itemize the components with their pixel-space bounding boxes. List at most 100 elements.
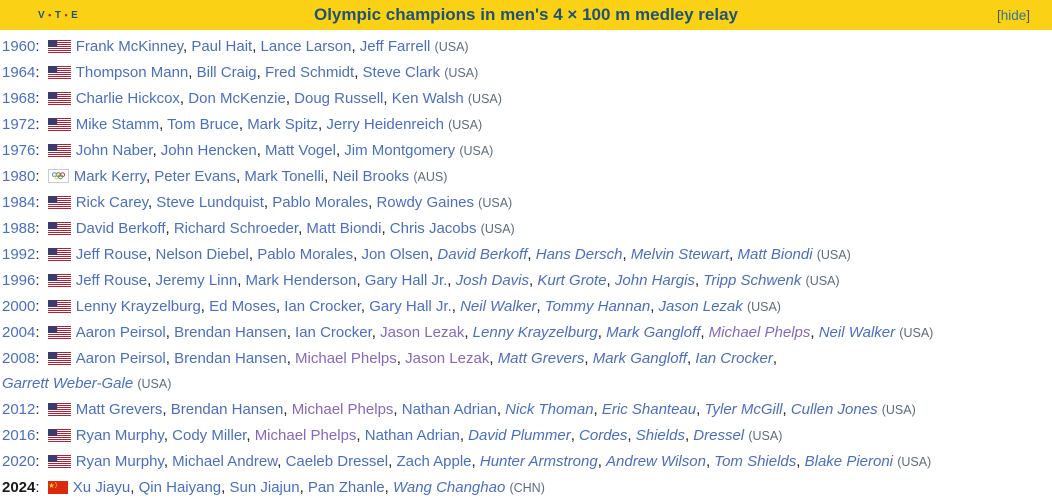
year-link[interactable]: 1964 (2, 64, 36, 81)
swimmer-link[interactable]: Caeleb Dressel (285, 453, 389, 470)
swimmer-link[interactable]: Qin Haiyang (138, 479, 222, 496)
swimmer-link[interactable]: Melvin Stewart (630, 246, 730, 263)
swimmer-link[interactable]: Tripp Schwenk (703, 272, 802, 289)
swimmer-link[interactable]: Mark Henderson (245, 272, 357, 289)
hide-link[interactable]: hide (1000, 7, 1027, 23)
swimmer-link[interactable]: Pan Zhanle (307, 479, 385, 496)
swimmer-link[interactable]: Michael Andrew (172, 453, 278, 470)
swimmer-link[interactable]: Michael Phelps (291, 401, 394, 418)
view-link[interactable]: V (38, 9, 46, 21)
swimmer-link[interactable]: Gary Hall Jr. (369, 298, 452, 315)
swimmer-link[interactable]: Steve Lundquist (156, 194, 264, 211)
swimmer-link[interactable]: Frank McKinney (75, 38, 183, 55)
swimmer-link[interactable]: Ian Crocker (284, 298, 361, 315)
swimmer-link[interactable]: Hans Dersch (535, 246, 623, 263)
swimmer-link[interactable]: Nelson Diebel (155, 246, 249, 263)
swimmer-link[interactable]: Mark Tonelli (244, 168, 325, 185)
swimmer-link[interactable]: Aaron Peirsol (75, 324, 166, 341)
swimmer-link[interactable]: Neil Brooks (332, 168, 410, 185)
swimmer-link[interactable]: David Berkoff (75, 220, 166, 237)
edit-link[interactable]: E (71, 9, 79, 21)
swimmer-link[interactable]: Garrett Weber-Gale (2, 375, 134, 392)
year-link[interactable]: 1968 (2, 90, 36, 107)
swimmer-link[interactable]: Peter Evans (154, 168, 237, 185)
swimmer-link[interactable]: Lenny Krayzelburg (472, 324, 598, 341)
swimmer-link[interactable]: Cody Miller (172, 427, 247, 444)
swimmer-link[interactable]: David Berkoff (437, 246, 528, 263)
swimmer-link[interactable]: Matt Vogel (265, 142, 336, 159)
swimmer-link[interactable]: Mark Gangloff (592, 350, 687, 367)
year-link[interactable]: 1972 (2, 116, 36, 133)
swimmer-link[interactable]: Jason Lezak (658, 298, 743, 315)
swimmer-link[interactable]: Rowdy Gaines (376, 194, 474, 211)
swimmer-link[interactable]: Brendan Hansen (174, 350, 287, 367)
swimmer-link[interactable]: Ryan Murphy (75, 427, 164, 444)
swimmer-link[interactable]: Paul Hait (191, 38, 253, 55)
year-link[interactable]: 1996 (2, 272, 36, 289)
swimmer-link[interactable]: Brendan Hansen (170, 401, 284, 418)
swimmer-link[interactable]: Jason Lezak (405, 350, 490, 367)
swimmer-link[interactable]: Thompson Mann (75, 64, 189, 81)
hide-toggle[interactable]: [hide] (997, 0, 1030, 30)
year-link[interactable]: 2020 (2, 453, 36, 470)
swimmer-link[interactable]: Pablo Morales (257, 246, 354, 263)
swimmer-link[interactable]: John Hargis (614, 272, 695, 289)
swimmer-link[interactable]: Zach Apple (396, 453, 472, 470)
swimmer-link[interactable]: Jim Montgomery (344, 142, 456, 159)
swimmer-link[interactable]: Josh Davis (455, 272, 529, 289)
swimmer-link[interactable]: Fred Schmidt (264, 64, 355, 81)
swimmer-link[interactable]: Chris Jacobs (389, 220, 477, 237)
swimmer-link[interactable]: Gary Hall Jr. (364, 272, 448, 289)
swimmer-link[interactable]: Pablo Morales (272, 194, 369, 211)
swimmer-link[interactable]: Ian Crocker (695, 350, 773, 367)
year-link[interactable]: 1980 (2, 168, 36, 185)
swimmer-link[interactable]: Mike Stamm (75, 116, 160, 133)
swimmer-link[interactable]: Hunter Armstrong (479, 453, 598, 470)
swimmer-link[interactable]: Steve Clark (362, 64, 441, 81)
swimmer-link[interactable]: Blake Pieroni (804, 453, 894, 470)
year-link[interactable]: 2000 (2, 298, 36, 315)
swimmer-link[interactable]: Mark Spitz (247, 116, 319, 133)
year-link[interactable]: 2008 (2, 350, 36, 367)
swimmer-link[interactable]: Richard Schroeder (173, 220, 299, 237)
swimmer-link[interactable]: Ryan Murphy (75, 453, 164, 470)
swimmer-link[interactable]: Andrew Wilson (606, 453, 706, 470)
year-link[interactable]: 1992 (2, 246, 36, 263)
swimmer-link[interactable]: Tom Bruce (167, 116, 239, 133)
year-link[interactable]: 2016 (2, 427, 36, 444)
swimmer-link[interactable]: Cordes (579, 427, 628, 444)
swimmer-link[interactable]: Jeff Rouse (75, 272, 148, 289)
swimmer-link[interactable]: Michael Phelps (708, 324, 811, 341)
swimmer-link[interactable]: Tommy Hannan (544, 298, 651, 315)
swimmer-link[interactable]: Matt Biondi (737, 246, 813, 263)
swimmer-link[interactable]: Jeff Farrell (359, 38, 431, 55)
swimmer-link[interactable]: Aaron Peirsol (75, 350, 166, 367)
swimmer-link[interactable]: Bill Craig (196, 64, 257, 81)
swimmer-link[interactable]: Michael Phelps (295, 350, 397, 367)
year-link[interactable]: 2004 (2, 324, 36, 341)
swimmer-link[interactable]: Dressel (693, 427, 745, 444)
swimmer-link[interactable]: Tyler McGill (704, 401, 783, 418)
swimmer-link[interactable]: Nick Thoman (505, 401, 594, 418)
swimmer-link[interactable]: Lenny Krayzelburg (75, 298, 201, 315)
swimmer-link[interactable]: Ken Walsh (391, 90, 464, 107)
swimmer-link[interactable]: Charlie Hickcox (75, 90, 180, 107)
swimmer-link[interactable]: Matt Grevers (497, 350, 585, 367)
swimmer-link[interactable]: Wang Changhao (392, 479, 506, 496)
swimmer-link[interactable]: Cullen Jones (790, 401, 878, 418)
swimmer-link[interactable]: Mark Kerry (73, 168, 146, 185)
swimmer-link[interactable]: Lance Larson (260, 38, 352, 55)
swimmer-link[interactable]: Brendan Hansen (174, 324, 287, 341)
year-link[interactable]: 1960 (2, 38, 36, 55)
swimmer-link[interactable]: Kurt Grote (537, 272, 607, 289)
year-link[interactable]: 1988 (2, 220, 36, 237)
swimmer-link[interactable]: Jeff Rouse (75, 246, 148, 263)
swimmer-link[interactable]: Doug Russell (294, 90, 384, 107)
swimmer-link[interactable]: Neil Walker (818, 324, 896, 341)
year-link[interactable]: 2012 (2, 401, 36, 418)
swimmer-link[interactable]: Nathan Adrian (401, 401, 497, 418)
year-link[interactable]: 1976 (2, 142, 36, 159)
swimmer-link[interactable]: Matt Biondi (306, 220, 382, 237)
swimmer-link[interactable]: Jason Lezak (380, 324, 465, 341)
swimmer-link[interactable]: Don McKenzie (188, 90, 286, 107)
